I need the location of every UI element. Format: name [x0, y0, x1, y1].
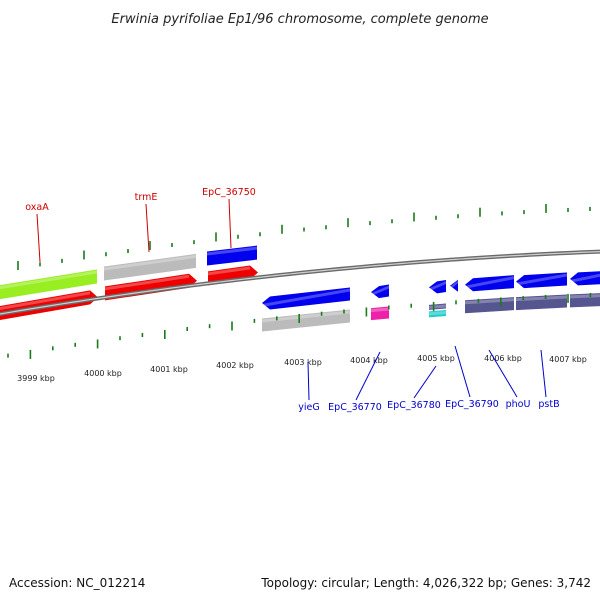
cds-next — [570, 271, 600, 286]
genome-summary-text: Topology: circular; Length: 4,026,322 bp… — [260, 576, 591, 590]
gene-yieG — [262, 309, 350, 332]
cds-EpC_36780 — [429, 280, 446, 294]
inner-tick-track — [7, 292, 592, 359]
kbp-label: 4006 kbp — [484, 354, 522, 363]
gene-EpC_36780-cyan — [429, 310, 446, 318]
backbone-highlight — [0, 251, 600, 315]
gene-EpC_36780 — [429, 303, 446, 310]
kbp-label: 4002 kbp — [216, 361, 254, 370]
kbp-label: 4000 kbp — [84, 369, 122, 378]
label-connector — [228, 198, 232, 249]
gene-label-yieG: yieG — [298, 402, 319, 413]
backbone-track — [0, 249, 600, 316]
gene-EpC_36770 — [371, 306, 389, 321]
gene-phoU — [465, 297, 514, 314]
gene-label-EpC_36790: EpC_36790 — [445, 399, 499, 410]
kbp-label: 4001 kbp — [150, 365, 188, 374]
gene-label-oxaA: oxaA — [25, 202, 49, 213]
label-connector — [488, 349, 518, 398]
gene-label-EpC_36750: EpC_36750 — [202, 187, 256, 198]
kbp-label: 4007 kbp — [549, 355, 587, 364]
gene-label-EpC_36780: EpC_36780 — [387, 400, 441, 411]
kbp-label: 4003 kbp — [284, 358, 322, 367]
cds-yieG — [262, 287, 350, 310]
gene-trmE — [104, 253, 196, 281]
gene-pstB — [516, 294, 567, 311]
label-connector — [413, 365, 437, 399]
cds-EpC_36770 — [371, 284, 389, 299]
gene-labels: oxaA trmE EpC_36750 yieG EpC_36770 EpC_36780 E… — [25, 187, 559, 413]
label-connector — [540, 349, 547, 398]
gene-next — [570, 293, 600, 308]
gene-label-EpC_36770: EpC_36770 — [328, 402, 382, 413]
label-connector — [145, 203, 150, 253]
gene-oxaA — [0, 269, 97, 300]
accession-text: Accession: NC_012214 — [9, 576, 145, 590]
cds-phoU — [465, 275, 514, 292]
map-title: Erwinia pyrifoliae Ep1/96 chromosome, co… — [111, 12, 488, 27]
label-connector — [454, 345, 471, 398]
reverse-strand-genes — [262, 271, 600, 332]
label-connector — [307, 361, 310, 401]
kbp-scale-labels: 3999 kbp 4000 kbp 4001 kbp 4002 kbp 4003 kbp… — [17, 354, 587, 383]
label-connector — [355, 351, 381, 401]
outer-tick-track — [17, 203, 591, 270]
gene-label-phoU: phoU — [506, 399, 531, 410]
kbp-label: 3999 kbp — [17, 374, 55, 383]
gene-label-pstB: pstB — [538, 399, 559, 410]
cds-EpC_36790 — [450, 279, 458, 292]
kbp-label: 4005 kbp — [417, 354, 455, 363]
kbp-label: 4004 kbp — [350, 356, 388, 365]
gene-EpC_36750 — [207, 245, 257, 266]
label-connector — [36, 213, 41, 263]
cds-pstB — [516, 272, 567, 289]
gene-label-trmE: trmE — [135, 192, 158, 203]
